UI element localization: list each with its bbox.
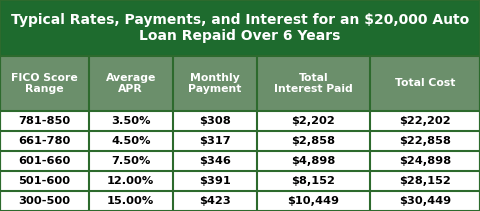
Text: $24,898: $24,898: [399, 156, 451, 166]
Text: $391: $391: [199, 176, 231, 186]
Text: $22,202: $22,202: [399, 116, 451, 126]
Bar: [173, 111, 257, 131]
Bar: [89, 171, 173, 191]
Text: $10,449: $10,449: [287, 196, 339, 206]
Text: Average
APR: Average APR: [106, 73, 156, 94]
Bar: [370, 131, 480, 151]
Text: 4.50%: 4.50%: [111, 136, 151, 146]
Text: 12.00%: 12.00%: [107, 176, 155, 186]
Bar: [0, 191, 89, 211]
Text: $8,152: $8,152: [291, 176, 335, 186]
Text: Total
Interest Paid: Total Interest Paid: [274, 73, 353, 94]
Text: 15.00%: 15.00%: [107, 196, 155, 206]
Bar: [257, 111, 370, 131]
Text: 300-500: 300-500: [18, 196, 71, 206]
Bar: [0, 56, 89, 111]
Bar: [257, 56, 370, 111]
Bar: [89, 131, 173, 151]
Text: 3.50%: 3.50%: [111, 116, 151, 126]
Bar: [0, 151, 89, 171]
Text: $2,202: $2,202: [291, 116, 335, 126]
Bar: [89, 56, 173, 111]
Bar: [370, 111, 480, 131]
Bar: [89, 191, 173, 211]
Text: 781-850: 781-850: [18, 116, 71, 126]
Text: $346: $346: [199, 156, 231, 166]
Text: $308: $308: [199, 116, 231, 126]
Bar: [257, 151, 370, 171]
Text: 601-660: 601-660: [18, 156, 71, 166]
Text: $423: $423: [199, 196, 231, 206]
Text: $22,858: $22,858: [399, 136, 451, 146]
Bar: [173, 56, 257, 111]
Bar: [257, 191, 370, 211]
Text: $30,449: $30,449: [399, 196, 451, 206]
Bar: [370, 171, 480, 191]
Bar: [0, 171, 89, 191]
Bar: [370, 151, 480, 171]
Bar: [173, 171, 257, 191]
Text: $4,898: $4,898: [291, 156, 336, 166]
Bar: [173, 191, 257, 211]
Text: Monthly
Payment: Monthly Payment: [188, 73, 241, 94]
Bar: [173, 131, 257, 151]
Text: Total Cost: Total Cost: [395, 78, 455, 88]
Bar: [257, 131, 370, 151]
Bar: [89, 151, 173, 171]
Bar: [370, 191, 480, 211]
Text: $28,152: $28,152: [399, 176, 451, 186]
Text: Typical Rates, Payments, and Interest for an $20,000 Auto
Loan Repaid Over 6 Yea: Typical Rates, Payments, and Interest fo…: [11, 13, 469, 43]
Bar: [0, 0, 480, 56]
Text: 661-780: 661-780: [18, 136, 71, 146]
Text: 501-600: 501-600: [18, 176, 71, 186]
Text: $317: $317: [199, 136, 230, 146]
Bar: [173, 151, 257, 171]
Bar: [89, 111, 173, 131]
Bar: [370, 56, 480, 111]
Bar: [257, 171, 370, 191]
Text: $2,858: $2,858: [291, 136, 335, 146]
Text: FICO Score
Range: FICO Score Range: [11, 73, 78, 94]
Bar: [0, 111, 89, 131]
Text: 7.50%: 7.50%: [111, 156, 151, 166]
Bar: [0, 131, 89, 151]
